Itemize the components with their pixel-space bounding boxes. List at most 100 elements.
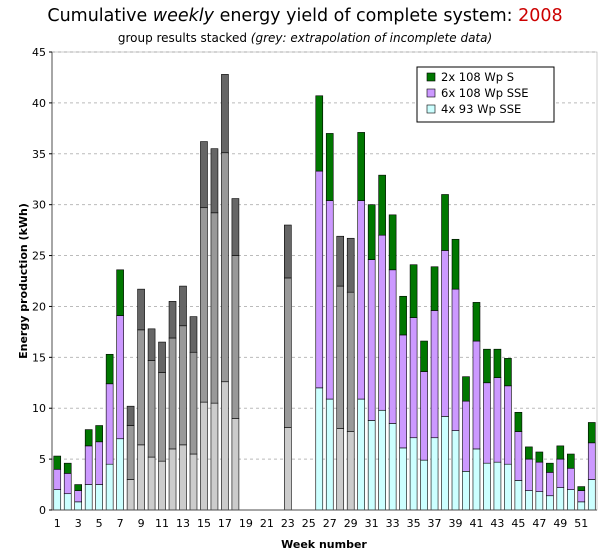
- bar-segment-4x-93-sse: [137, 444, 145, 511]
- legend: 2x 108 Wp S 6x 108 Wp SSE 4x 93 Wp SSE: [416, 66, 555, 123]
- title-mid: energy yield of complete system:: [214, 6, 519, 26]
- bar-segment-6x-108-sse: [63, 473, 72, 495]
- bar-segment-4x-93-sse: [105, 463, 114, 511]
- bar-segment-6x-108-sse: [357, 200, 365, 400]
- bar-segment-4x-93-sse: [346, 431, 355, 511]
- bar-segment-6x-108-sse: [336, 285, 345, 429]
- bar-segment-6x-108-sse: [388, 269, 397, 424]
- x-tick-label: 51: [574, 517, 588, 530]
- bar-segment-2x-108-s: [420, 340, 428, 372]
- bar-segment-2x-108-s: [430, 266, 439, 311]
- bar-segment-4x-93-sse: [147, 456, 156, 511]
- x-tick-label: 17: [218, 517, 232, 530]
- bar-segment-4x-93-sse: [514, 480, 523, 511]
- bar-segment-2x-108-s: [325, 133, 334, 201]
- bar-segment-2x-108-s: [546, 462, 554, 473]
- bar-segment-4x-93-sse: [409, 437, 418, 511]
- bar-segment-2x-108-s: [179, 285, 187, 327]
- x-tick-label: 41: [469, 517, 483, 530]
- title-prefix: Cumulative: [47, 6, 153, 26]
- bar-segment-2x-108-s: [210, 148, 219, 214]
- bar-segment-4x-93-sse: [577, 501, 586, 511]
- bar-segment-2x-108-s: [74, 484, 83, 491]
- bar-segment-6x-108-sse: [84, 445, 93, 485]
- x-tick-label: 29: [344, 517, 358, 530]
- bar-segment-6x-108-sse: [399, 334, 407, 449]
- bar-segment-4x-93-sse: [462, 471, 470, 511]
- x-axis-label: Week number: [281, 538, 367, 551]
- bar-segment-2x-108-s: [53, 455, 62, 470]
- bar-segment-2x-108-s: [336, 235, 345, 287]
- bar-segment-4x-93-sse: [566, 489, 575, 511]
- bar-segment-2x-108-s: [388, 214, 397, 271]
- bar-segment-2x-108-s: [566, 453, 575, 469]
- bar-segment-2x-108-s: [535, 451, 544, 463]
- x-tick-label: 31: [365, 517, 379, 530]
- bar-segment-2x-108-s: [346, 237, 355, 293]
- y-tick-label: 15: [32, 351, 46, 364]
- x-tick-label: 3: [75, 517, 82, 530]
- bar-segment-4x-93-sse: [493, 461, 502, 511]
- bar-segment-4x-93-sse: [378, 409, 386, 511]
- bar-segment-4x-93-sse: [325, 398, 334, 511]
- bar-segment-4x-93-sse: [210, 402, 219, 511]
- bar-segment-6x-108-sse: [587, 442, 596, 480]
- bar-segment-2x-108-s: [168, 301, 177, 339]
- bar-segment-2x-108-s: [451, 238, 460, 290]
- bar-segment-4x-93-sse: [189, 453, 198, 511]
- x-tick-label: 9: [138, 517, 145, 530]
- bar-segment-6x-108-sse: [284, 277, 292, 428]
- bar-segment-6x-108-sse: [221, 152, 229, 383]
- bar-segment-2x-108-s: [221, 74, 229, 154]
- bar-segment-2x-108-s: [399, 295, 407, 336]
- y-tick-label: 40: [32, 97, 46, 110]
- bar-segment-6x-108-sse: [577, 490, 586, 503]
- bar-segment-2x-108-s: [126, 405, 135, 426]
- bar-segment-2x-108-s: [315, 95, 324, 172]
- bar-segment-4x-93-sse: [399, 447, 407, 511]
- bar-segment-6x-108-sse: [451, 288, 460, 431]
- bar-segment-6x-108-sse: [158, 372, 166, 462]
- bar-segment-4x-93-sse: [420, 459, 428, 511]
- bar-segment-6x-108-sse: [483, 382, 491, 464]
- bar-segment-6x-108-sse: [525, 458, 533, 491]
- x-tick-label: 37: [428, 517, 442, 530]
- x-tick-label: 35: [407, 517, 421, 530]
- y-tick-labels: 0 5 10 15 20 25 30 35 40 45: [32, 46, 52, 517]
- bar-segment-2x-108-s: [587, 422, 596, 444]
- bar-segment-4x-93-sse: [483, 462, 491, 511]
- x-tick-label: 43: [490, 517, 504, 530]
- bar-segment-6x-108-sse: [315, 170, 324, 389]
- bar-segment-4x-93-sse: [63, 493, 72, 511]
- bar-segment-4x-93-sse: [525, 490, 533, 511]
- bar-segment-4x-93-sse: [388, 423, 397, 511]
- legend-label-4x-sse: 4x 93 Wp SSE: [441, 102, 521, 116]
- bar-segment-2x-108-s: [357, 132, 365, 201]
- bar-segment-6x-108-sse: [420, 371, 428, 461]
- bar-segment-6x-108-sse: [535, 461, 544, 492]
- x-tick-label: 13: [176, 517, 190, 530]
- bar-segment-6x-108-sse: [546, 472, 554, 497]
- x-tick-label: 49: [553, 517, 567, 530]
- bar-segment-4x-93-sse: [556, 487, 565, 511]
- bar-segment-4x-93-sse: [546, 495, 554, 511]
- bar-segment-2x-108-s: [378, 174, 386, 236]
- title-italic: weekly: [152, 6, 214, 26]
- y-tick-label: 35: [32, 148, 46, 161]
- bar-segment-6x-108-sse: [200, 207, 208, 403]
- bar-segment-6x-108-sse: [566, 467, 575, 490]
- bar-segment-6x-108-sse: [504, 385, 512, 465]
- bar-segment-6x-108-sse: [189, 351, 198, 455]
- bar-segment-4x-93-sse: [472, 448, 481, 511]
- bar-segment-6x-108-sse: [116, 315, 124, 440]
- bar-segment-6x-108-sse: [325, 200, 334, 400]
- y-tick-label: 25: [32, 250, 46, 263]
- x-tick-label: 11: [155, 517, 169, 530]
- bar-segment-4x-93-sse: [168, 448, 177, 511]
- bar-segment-6x-108-sse: [105, 383, 114, 465]
- x-tick-label: 45: [511, 517, 525, 530]
- bar-segment-6x-108-sse: [168, 337, 177, 450]
- bar-segment-6x-108-sse: [556, 458, 565, 488]
- bar-segment-6x-108-sse: [472, 340, 481, 450]
- bar-segment-2x-108-s: [367, 204, 376, 260]
